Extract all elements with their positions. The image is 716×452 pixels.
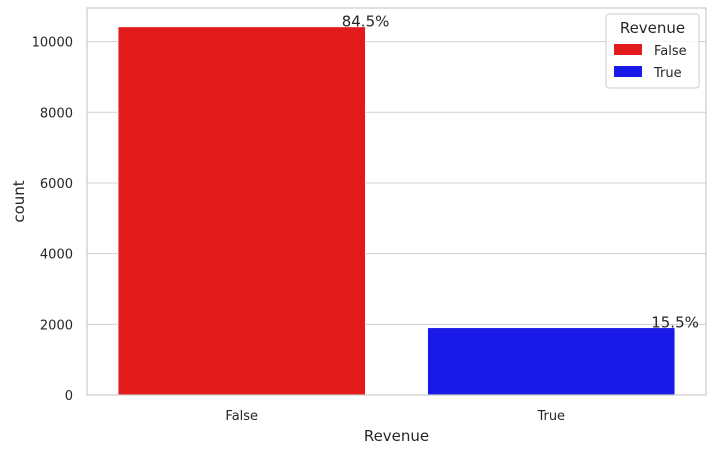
y-tick-label: 6000	[40, 177, 73, 192]
x-tick-label: False	[225, 409, 258, 424]
y-tick-label: 4000	[40, 248, 73, 263]
legend-swatch	[614, 44, 642, 55]
bar-false	[117, 26, 367, 396]
y-tick-label: 10000	[32, 36, 73, 51]
legend-title: Revenue	[620, 19, 685, 37]
legend-entry-label: True	[653, 66, 682, 81]
bars	[117, 26, 676, 396]
y-tick-label: 8000	[40, 106, 73, 121]
y-axis-ticks: 0 2000 4000 6000 8000 10000	[32, 36, 73, 404]
legend: Revenue False True	[605, 13, 700, 89]
x-axis-label: Revenue	[364, 427, 429, 445]
legend-entries: False True	[614, 44, 687, 81]
y-tick-label: 0	[65, 389, 73, 404]
y-tick-label: 2000	[40, 318, 73, 333]
data-label: 84.5%	[342, 13, 390, 31]
legend-swatch	[614, 66, 642, 77]
y-axis-label: count	[10, 180, 28, 222]
plot-area-frame	[86, 7, 707, 396]
data-label: 15.5%	[651, 314, 699, 332]
x-tick-label: True	[536, 409, 565, 424]
x-axis-ticks: False True	[225, 409, 565, 424]
bar-true	[426, 327, 676, 396]
data-labels: 84.5% 15.5%	[342, 13, 699, 332]
legend-entry-label: False	[654, 44, 687, 59]
